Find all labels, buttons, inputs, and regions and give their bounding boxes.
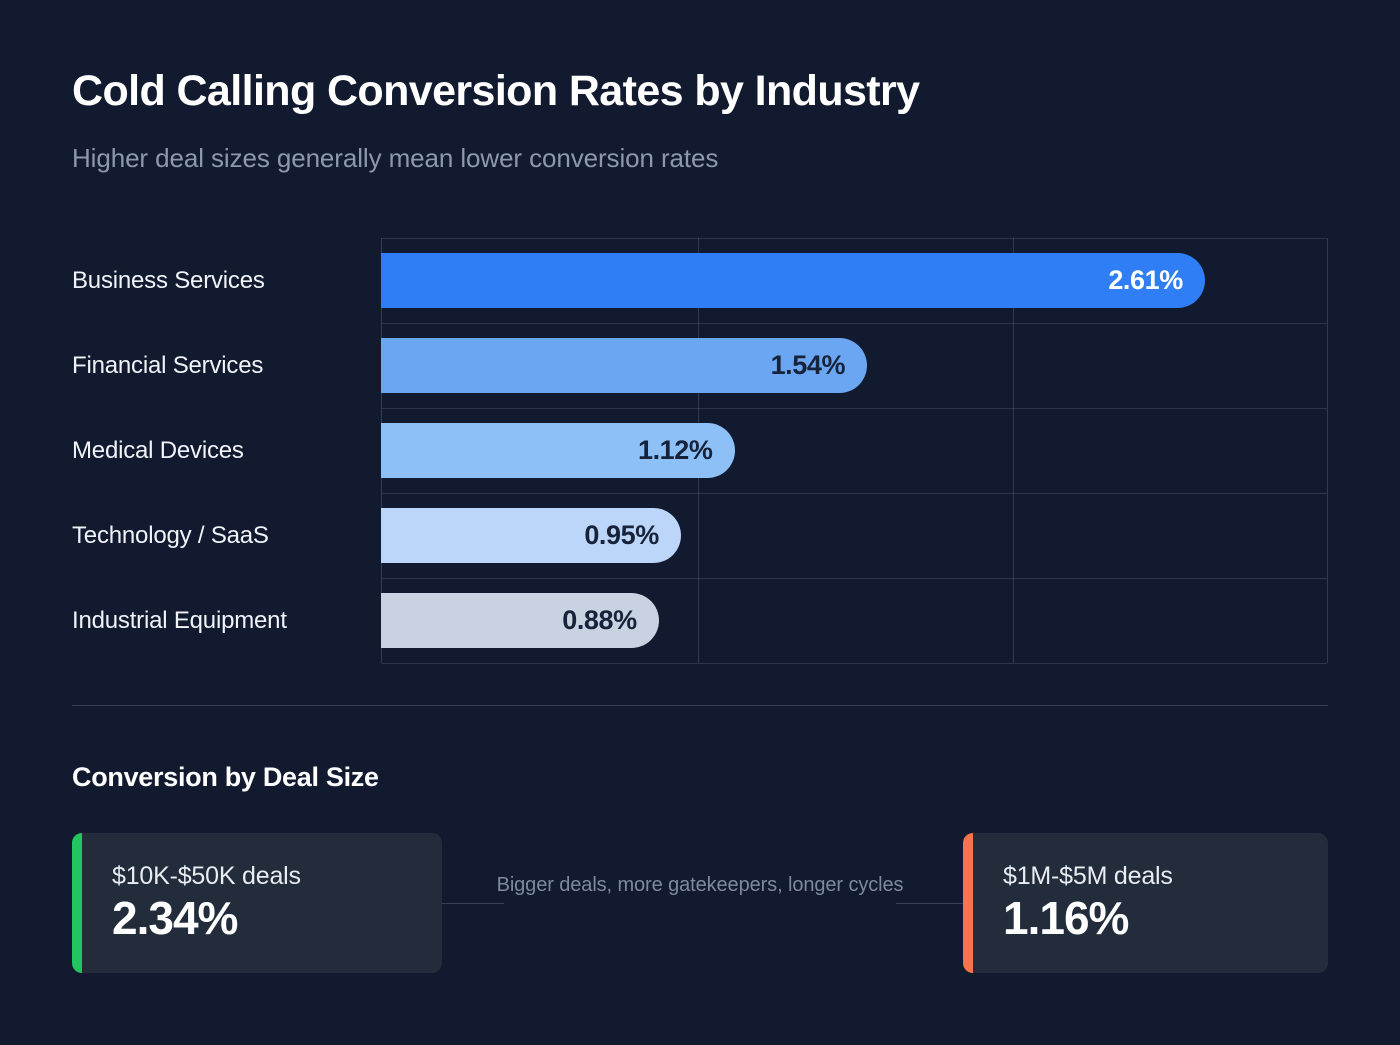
chart-category-label: Financial Services: [72, 351, 264, 379]
card-value: 1.16%: [1003, 891, 1129, 944]
chart-gridline-horizontal: [382, 663, 1327, 664]
connector-line-left: [442, 903, 504, 904]
chart-bar-value-label: 0.95%: [584, 519, 659, 550]
chart-bar-row: Technology / SaaS 0.95%: [0, 494, 1400, 578]
chart-category-label: Industrial Equipment: [72, 606, 287, 634]
card-label: $10K-$50K deals: [112, 861, 301, 890]
chart-bar: 2.61%: [381, 252, 1205, 308]
chart-bar: 0.88%: [381, 592, 659, 648]
page-title: Cold Calling Conversion Rates by Industr…: [72, 67, 920, 115]
chart-bar-row: Business Services 2.61%: [0, 239, 1400, 323]
deal-size-card-small: $10K-$50K deals 2.34%: [72, 833, 442, 973]
chart-bar-value-label: 1.12%: [637, 434, 713, 465]
chart-bar: 0.95%: [381, 507, 681, 563]
page-subtitle: Higher deal sizes generally mean lower c…: [72, 143, 719, 173]
chart-bar-value-label: 2.61%: [1108, 264, 1183, 295]
card-value: 2.34%: [112, 891, 238, 944]
card-label: $1M-$5M deals: [1003, 861, 1173, 890]
chart-gridline-horizontal: [382, 238, 1327, 239]
card-body: $10K-$50K deals 2.34%: [82, 833, 301, 973]
chart-category-label: Medical Devices: [72, 436, 244, 464]
chart-category-label: Business Services: [72, 266, 265, 294]
section-divider: [72, 705, 1328, 706]
chart-gridline-vertical: [1013, 238, 1015, 663]
chart-bar-row: Medical Devices 1.12%: [0, 409, 1400, 493]
chart-gridline-horizontal: [382, 578, 1327, 579]
card-accent-bar-orange: [963, 833, 973, 973]
chart-bar-value-label: 1.54%: [770, 349, 846, 380]
chart-bar: 1.54%: [381, 337, 868, 393]
chart-gridline-horizontal: [382, 408, 1327, 409]
chart-bar: 1.12%: [381, 422, 735, 478]
chart-bar-value-label: 0.88%: [562, 604, 637, 635]
chart-gridline-horizontal: [382, 493, 1327, 494]
chart-bar-row: Financial Services 1.54%: [0, 324, 1400, 408]
card-accent-bar-green: [72, 833, 82, 973]
connector-line-right: [896, 903, 963, 904]
card-body: $1M-$5M deals 1.16%: [973, 833, 1173, 973]
connector-note: Bigger deals, more gatekeepers, longer c…: [496, 874, 904, 896]
chart-bar-row: Industrial Equipment 0.88%: [0, 579, 1400, 663]
deal-size-section-title: Conversion by Deal Size: [72, 762, 379, 792]
chart-category-label: Technology / SaaS: [72, 521, 269, 549]
chart-gridline-horizontal: [382, 323, 1327, 324]
deal-size-card-large: $1M-$5M deals 1.16%: [963, 833, 1328, 973]
